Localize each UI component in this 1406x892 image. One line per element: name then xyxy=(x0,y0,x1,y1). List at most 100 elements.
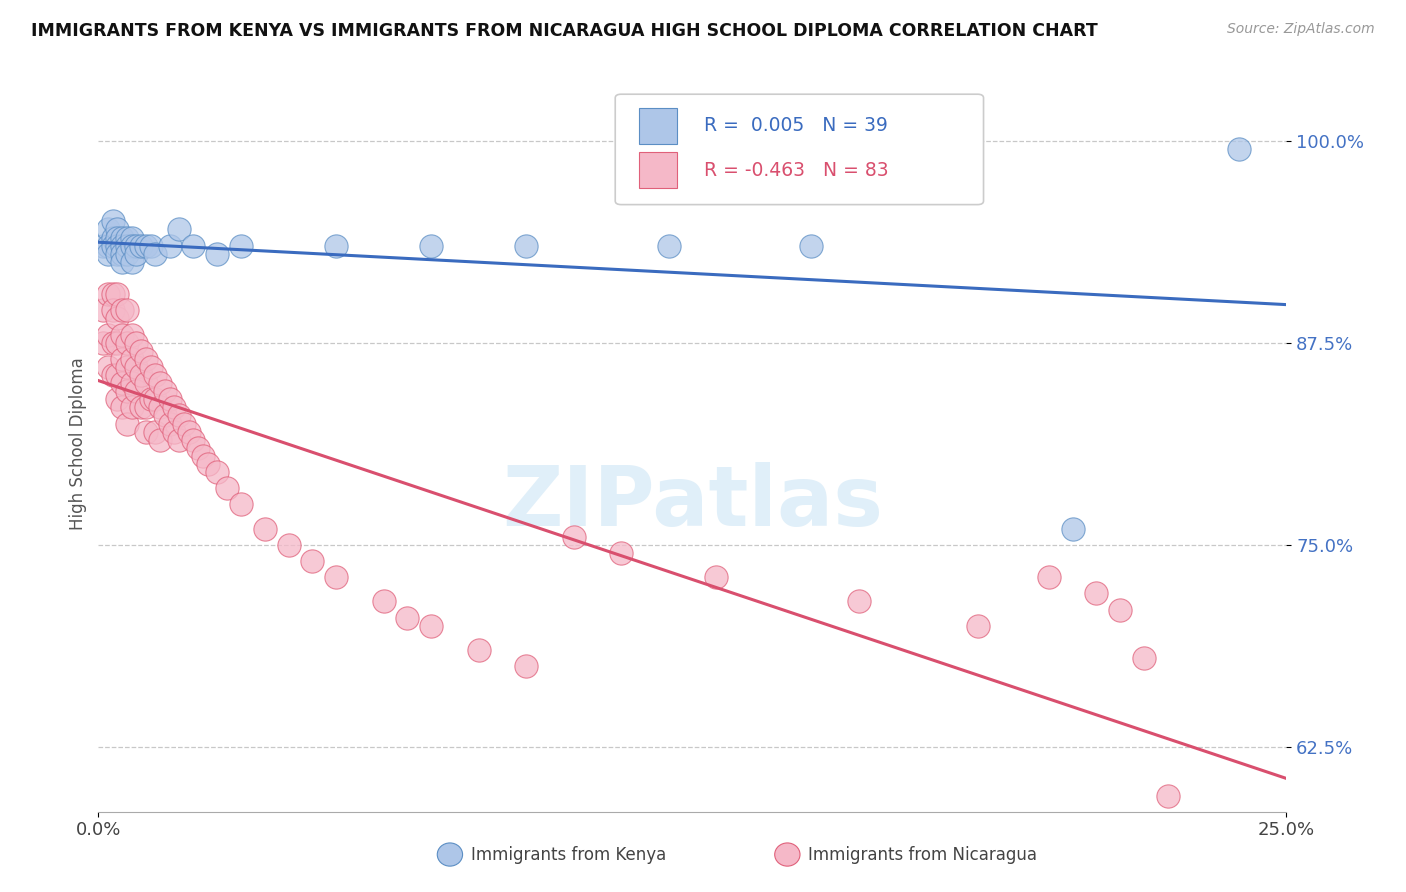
Point xyxy=(129,238,152,252)
Point xyxy=(107,392,129,407)
Point xyxy=(135,401,157,415)
Point xyxy=(159,417,181,431)
Point xyxy=(562,530,585,544)
Point xyxy=(129,401,152,415)
Point xyxy=(115,417,138,431)
Point xyxy=(125,246,148,260)
Point xyxy=(129,368,152,382)
Point xyxy=(101,368,124,382)
Point xyxy=(191,449,214,463)
Point xyxy=(966,618,988,632)
Point xyxy=(277,538,299,552)
Point xyxy=(111,246,134,260)
Point xyxy=(1085,586,1108,600)
Point xyxy=(91,238,114,252)
Point xyxy=(107,311,129,326)
Point xyxy=(97,327,120,342)
Point xyxy=(1062,522,1084,536)
Point xyxy=(125,238,148,252)
Point xyxy=(115,238,138,252)
Point xyxy=(125,359,148,374)
Point xyxy=(107,246,129,260)
Point xyxy=(163,425,186,439)
Point xyxy=(97,287,120,301)
Point xyxy=(97,222,120,236)
Point xyxy=(173,417,195,431)
Point xyxy=(149,433,172,447)
Point xyxy=(115,246,138,260)
Text: Source: ZipAtlas.com: Source: ZipAtlas.com xyxy=(1227,22,1375,37)
Point xyxy=(396,610,419,624)
Point xyxy=(373,594,395,608)
Point xyxy=(101,238,124,252)
Point xyxy=(125,384,148,399)
Point xyxy=(139,238,162,252)
Point xyxy=(1180,829,1202,843)
Point xyxy=(107,238,129,252)
Point xyxy=(139,359,162,374)
Point xyxy=(229,238,252,252)
Point xyxy=(183,238,205,252)
Point xyxy=(704,570,727,584)
Point xyxy=(301,554,323,568)
Point xyxy=(135,351,157,366)
Point xyxy=(145,392,167,407)
Point xyxy=(111,401,134,415)
Point xyxy=(800,238,823,252)
Point xyxy=(111,303,134,318)
Point xyxy=(111,351,134,366)
Point xyxy=(101,335,124,350)
Point xyxy=(1133,651,1156,665)
Point xyxy=(420,238,443,252)
Point xyxy=(153,409,176,423)
Point xyxy=(187,441,209,455)
Point xyxy=(163,401,186,415)
Point xyxy=(515,238,537,252)
Point xyxy=(159,238,181,252)
Point xyxy=(167,409,190,423)
Point xyxy=(115,335,138,350)
FancyBboxPatch shape xyxy=(616,95,984,204)
Point xyxy=(101,287,124,301)
Point xyxy=(97,359,120,374)
Point xyxy=(121,238,143,252)
Point xyxy=(115,230,138,244)
Point xyxy=(135,376,157,391)
Point xyxy=(111,255,134,269)
FancyBboxPatch shape xyxy=(638,153,678,187)
FancyBboxPatch shape xyxy=(638,108,678,144)
Point xyxy=(97,238,120,252)
Point xyxy=(229,497,252,511)
Point xyxy=(167,222,190,236)
Point xyxy=(149,376,172,391)
Point xyxy=(145,246,167,260)
Point xyxy=(121,376,143,391)
Point xyxy=(107,287,129,301)
Point xyxy=(107,230,129,244)
Point xyxy=(107,335,129,350)
Point xyxy=(139,392,162,407)
Point xyxy=(515,659,537,673)
Point xyxy=(101,230,124,244)
Text: R =  0.005   N = 39: R = 0.005 N = 39 xyxy=(704,116,889,136)
Point xyxy=(1109,602,1132,616)
Point xyxy=(183,433,205,447)
Point xyxy=(121,401,143,415)
Point xyxy=(145,368,167,382)
Point xyxy=(97,246,120,260)
Point xyxy=(467,643,489,657)
Point xyxy=(420,618,443,632)
Point xyxy=(325,238,347,252)
Point xyxy=(115,359,138,374)
Point xyxy=(135,238,157,252)
Text: ZIPatlas: ZIPatlas xyxy=(502,462,883,543)
Point xyxy=(125,335,148,350)
Point xyxy=(101,303,124,318)
Point xyxy=(207,465,229,479)
Point xyxy=(658,238,681,252)
Point xyxy=(145,425,167,439)
Point xyxy=(610,546,633,560)
Point xyxy=(115,384,138,399)
Point xyxy=(1038,570,1060,584)
Point xyxy=(153,384,176,399)
